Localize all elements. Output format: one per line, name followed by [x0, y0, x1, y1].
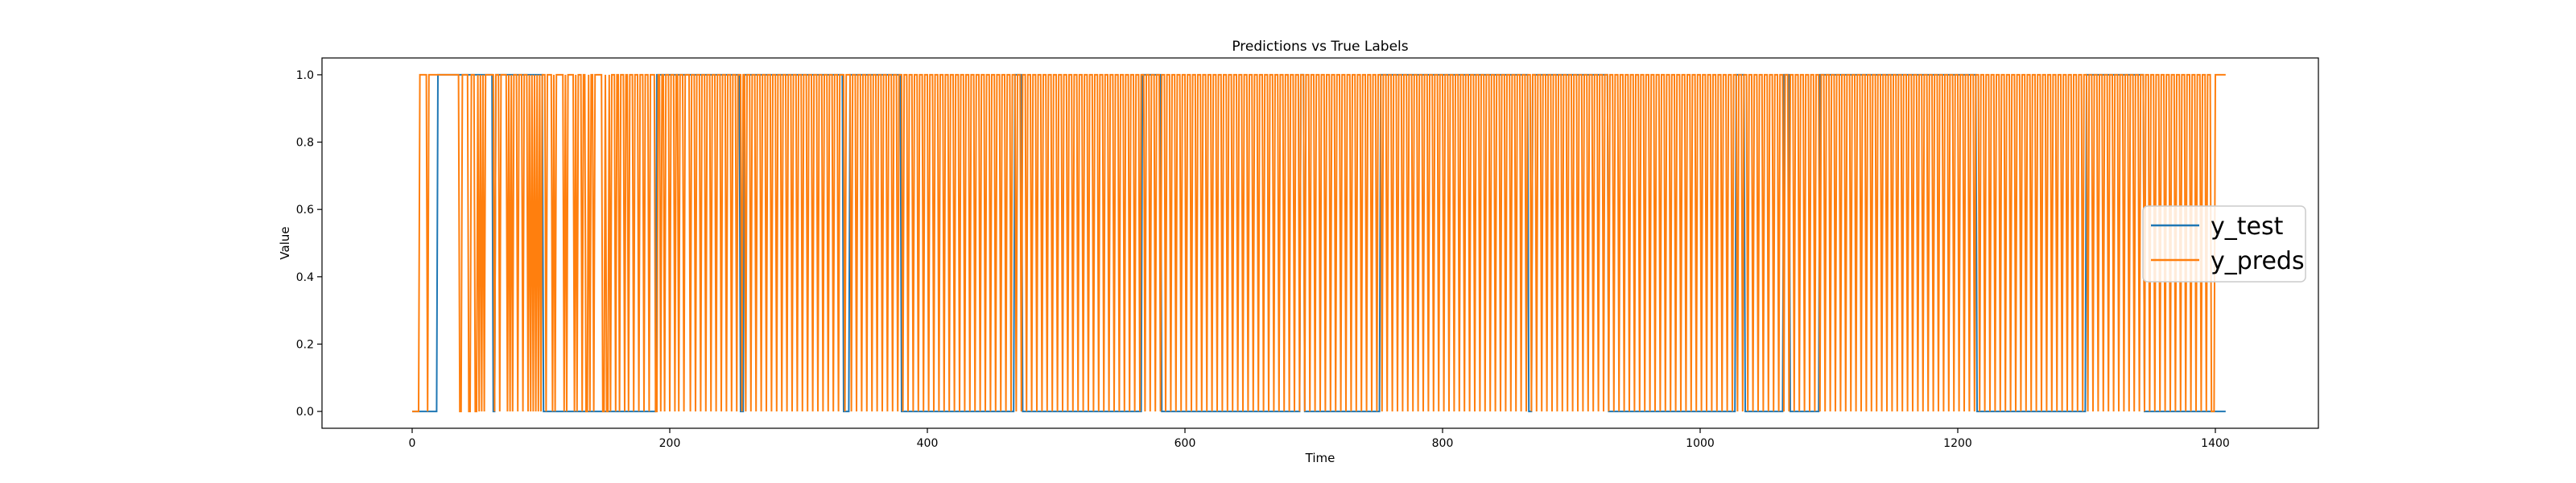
y-tick-label: 0.2 — [296, 338, 314, 351]
y-tick-label: 0.8 — [296, 137, 314, 150]
x-axis-label: Time — [1305, 451, 1335, 465]
y-axis-label: Value — [278, 226, 292, 259]
x-tick-label: 1400 — [2201, 437, 2230, 450]
legend: y_test y_preds — [2142, 205, 2306, 283]
x-tick-label: 0 — [409, 437, 416, 450]
series-line-y-preds — [412, 73, 2226, 413]
legend-label-y-preds: y_preds — [2211, 247, 2305, 275]
y-axis: 0.0 0.2 0.4 0.6 0.8 1.0 — [296, 69, 322, 419]
plot-frame — [321, 57, 2319, 429]
plot-area — [321, 57, 2319, 429]
x-tick-label: 800 — [1432, 437, 1454, 450]
x-axis: 0 200 400 600 800 1000 1200 1400 — [409, 428, 2230, 450]
y-tick-label: 0.6 — [296, 204, 314, 217]
y-tick-label: 1.0 — [296, 69, 314, 82]
y-tick-label: 0.0 — [296, 406, 314, 419]
series-layer — [412, 73, 2226, 413]
chart-title: Predictions vs True Labels — [1232, 39, 1408, 55]
legend-label-y-test: y_test — [2211, 213, 2284, 241]
x-tick-label: 600 — [1174, 437, 1196, 450]
y-tick-label: 0.4 — [296, 271, 314, 284]
x-tick-label: 1000 — [1686, 437, 1715, 450]
x-tick-label: 1200 — [1943, 437, 1972, 450]
x-tick-label: 400 — [917, 437, 939, 450]
x-tick-label: 200 — [659, 437, 681, 450]
